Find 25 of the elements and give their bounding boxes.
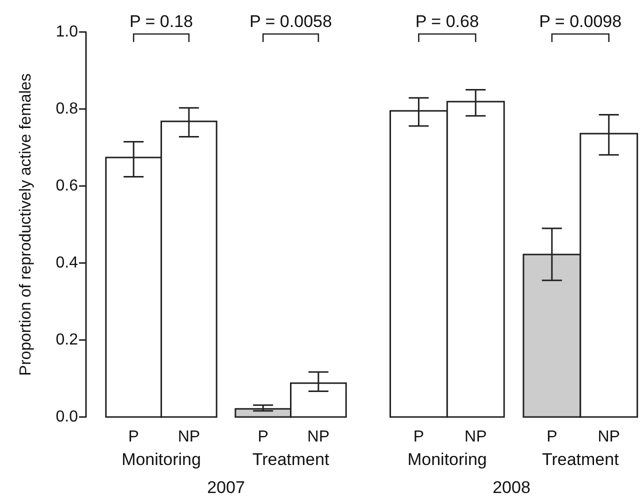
x-axis-title: 2007	[207, 478, 245, 497]
x-axis-title: 2008	[492, 478, 530, 497]
x-tick-label: NP	[178, 428, 200, 446]
y-tick-label: 1.0	[56, 24, 78, 40]
y-tick-label: 0.0	[56, 408, 78, 426]
y-tick-label: 0.4	[56, 254, 78, 272]
x-tick-label: NP	[307, 428, 330, 446]
y-axis-title: Proportion of reproductively active females	[18, 73, 34, 376]
text: Monitoring	[407, 450, 487, 469]
text: P = 0.0098	[539, 12, 622, 31]
text: P = 0.18	[130, 12, 194, 31]
x-tick-label: P	[258, 428, 268, 446]
text: Monitoring	[122, 450, 201, 469]
y-tick-label: 0.2	[56, 332, 78, 348]
y-tick-label: 0.6	[56, 178, 78, 194]
y-tick-label: 0.8	[56, 100, 78, 118]
x-tick-label: NP	[464, 428, 487, 446]
x-tick-label: P	[128, 428, 139, 446]
text: Treatment	[252, 450, 330, 469]
text: P = 0.68	[415, 12, 479, 31]
x-tick-label: NP	[598, 428, 620, 446]
x-tick-label: P	[546, 428, 558, 446]
x-tick-label: P	[413, 428, 424, 446]
text: P = 0.0058	[250, 12, 332, 31]
text: Treatment	[542, 450, 620, 469]
